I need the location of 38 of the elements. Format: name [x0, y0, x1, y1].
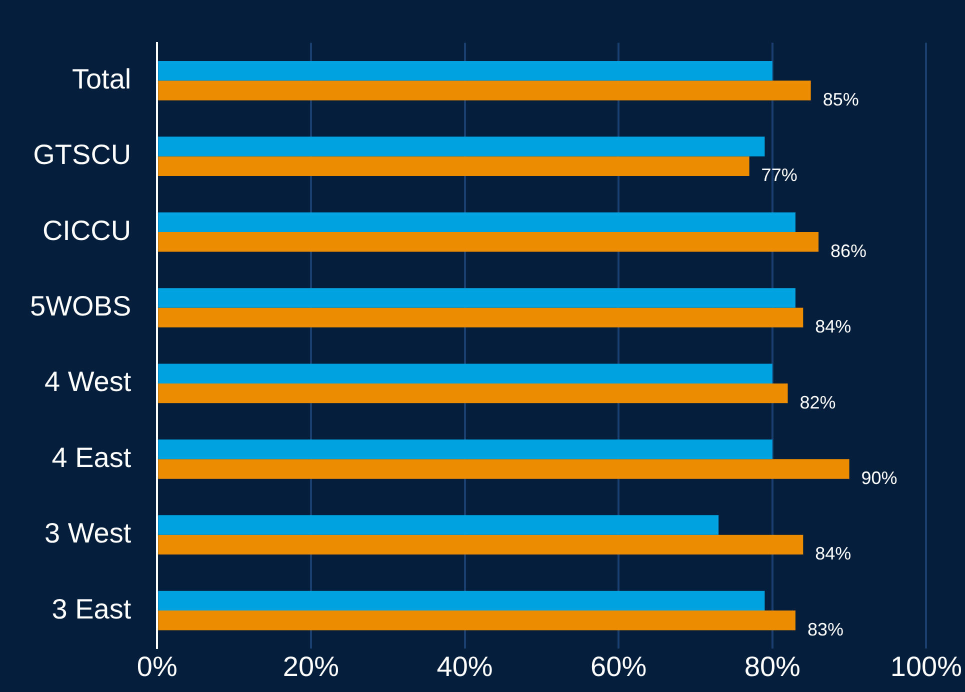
data-label: 83%	[807, 619, 844, 640]
data-label: 84%	[815, 316, 852, 337]
y-tick-label: 4 East	[52, 442, 132, 473]
bar	[158, 60, 772, 81]
data-label: 82%	[800, 392, 836, 412]
bar	[158, 364, 772, 384]
y-tick-label: Total	[72, 63, 132, 94]
bar	[158, 439, 772, 460]
bar	[158, 459, 850, 479]
bar	[158, 590, 765, 611]
x-tick-label: 100%	[890, 650, 962, 682]
data-label: 85%	[822, 89, 859, 110]
x-tick-label: 60%	[590, 650, 647, 682]
data-label: 90%	[861, 468, 898, 488]
y-tick-label: CICCU	[42, 214, 132, 246]
x-tick-label: 80%	[744, 650, 800, 682]
y-tick-label: 5WOBS	[30, 290, 132, 322]
bar	[158, 515, 719, 535]
x-tick-label: 0%	[136, 650, 178, 682]
bar	[158, 156, 750, 176]
bar	[158, 308, 804, 328]
bar	[158, 232, 819, 252]
bar	[158, 610, 796, 630]
bar	[158, 136, 765, 156]
y-tick-label: 3 West	[44, 518, 132, 549]
y-tick-label: 3 East	[52, 593, 132, 624]
x-tick-label: 20%	[282, 650, 339, 682]
y-tick-label: 4 West	[44, 366, 132, 398]
data-label: 77%	[761, 165, 798, 186]
bar	[158, 80, 811, 100]
x-tick-label: 40%	[436, 650, 493, 682]
bar	[158, 534, 804, 555]
data-label: 84%	[815, 544, 852, 564]
bar	[158, 288, 796, 308]
bar	[158, 212, 796, 232]
data-label: 86%	[830, 240, 867, 261]
y-tick-label: GTSCU	[33, 139, 132, 170]
bar	[158, 383, 788, 404]
